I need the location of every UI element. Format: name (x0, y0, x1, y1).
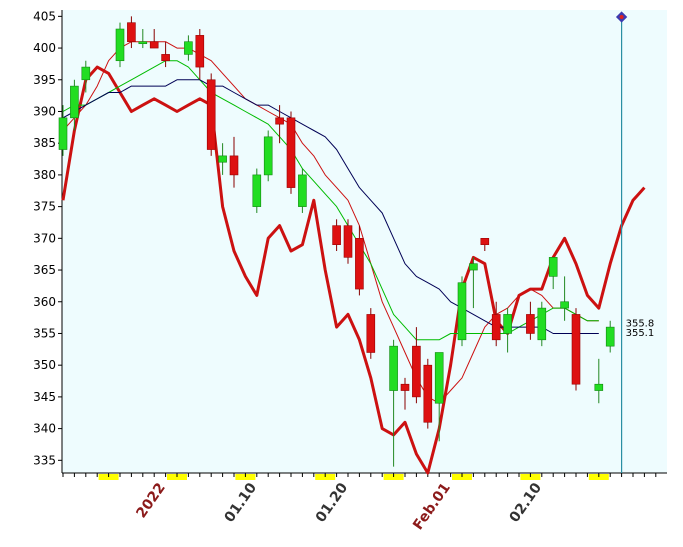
candle-body (195, 35, 205, 68)
y-tick-label: 340 (33, 422, 56, 436)
candle-body (491, 314, 501, 341)
y-tick-label: 365 (33, 263, 56, 277)
candle-body (548, 257, 558, 277)
candle-body (503, 314, 512, 334)
y-tick-label: 380 (33, 168, 56, 182)
y-tick-label: 400 (33, 41, 56, 55)
x-tick-label: 01.20 (313, 480, 352, 526)
candle-body (366, 314, 376, 353)
candle-body (58, 117, 68, 150)
candle-body (81, 66, 91, 81)
candle-body (480, 238, 490, 245)
candle-body (161, 54, 170, 62)
y-tick-label: 385 (33, 136, 56, 150)
y-tick-label: 375 (33, 200, 56, 214)
cursor-marker-dot (619, 15, 624, 19)
y-tick-label: 350 (33, 358, 56, 372)
candle-body (571, 314, 581, 385)
y-tick-label: 395 (33, 73, 56, 87)
y-tick-label: 360 (33, 295, 56, 309)
candle-body (298, 174, 307, 207)
x-tick-label: Feb.01 (410, 480, 454, 533)
y-tick-label: 370 (33, 231, 56, 245)
candle-body (229, 155, 239, 176)
price-label: 355.8 (626, 318, 655, 329)
y-axis: 335 340 345 350 355 360 365 370 375 380 385 390 395 4… (33, 9, 63, 473)
candle-body (537, 307, 547, 341)
x-axis: 2022 01.10 01.20 Feb.01 02.10 (62, 472, 667, 533)
candle-body (206, 79, 216, 150)
x-tick-label: 02.10 (507, 480, 546, 526)
candle-body (138, 41, 148, 45)
y-tick-label: 405 (33, 9, 56, 23)
candle-body (184, 41, 193, 55)
y-tick-label: 390 (33, 104, 56, 118)
candle-body (457, 282, 467, 341)
y-tick-label: 355 (33, 326, 56, 340)
candle-body (560, 301, 569, 309)
candle-body (605, 326, 615, 347)
candle-body (434, 352, 444, 404)
candle-body (332, 225, 341, 245)
price-label: 355.1 (626, 328, 655, 339)
candle-body (343, 225, 353, 258)
candle-body (594, 383, 604, 391)
candle-body (149, 41, 159, 49)
y-tick-label: 345 (33, 390, 56, 404)
candle-body (526, 314, 535, 334)
candle-body (400, 383, 410, 391)
x-tick-label: 01.10 (222, 480, 261, 526)
candle-body (263, 136, 273, 176)
candle-body (355, 238, 364, 290)
candle-body (412, 345, 421, 398)
candle-body (218, 155, 227, 163)
candle-body (469, 263, 478, 271)
overlay-line (61, 65, 646, 475)
candle-body (115, 28, 125, 62)
candlesticks (58, 16, 615, 467)
candle-body (70, 85, 79, 119)
candle-body (275, 117, 284, 125)
candle-body (389, 345, 398, 391)
candle-body (252, 174, 262, 207)
candle-body (423, 364, 433, 423)
candle-body (286, 117, 296, 188)
y-tick-label: 335 (33, 453, 56, 467)
x-tick-label: 2022 (133, 480, 168, 521)
candle-body (127, 22, 136, 43)
